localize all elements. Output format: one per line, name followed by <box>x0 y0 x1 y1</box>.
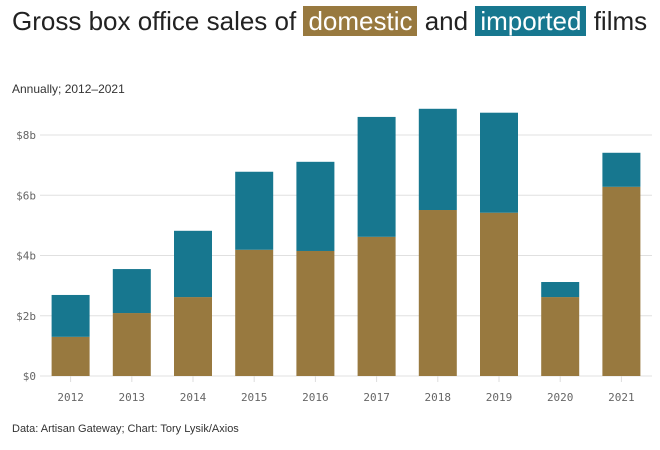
bar-imported-2015 <box>235 171 274 250</box>
x-tick-label: 2016 <box>302 391 329 404</box>
bar-domestic-2017 <box>357 236 396 376</box>
bar-imported-2012 <box>51 294 90 337</box>
y-tick-label: $4b <box>16 250 36 263</box>
bar-domestic-2015 <box>235 249 274 376</box>
bar-imported-2018 <box>418 108 457 211</box>
x-tick-label: 2015 <box>241 391 268 404</box>
legend-imported: imported <box>475 6 587 36</box>
y-tick-label: $8b <box>16 129 36 142</box>
title-text: films <box>586 6 648 36</box>
y-tick-label: $0 <box>23 370 36 383</box>
bar-imported-2021 <box>602 152 641 187</box>
bar-domestic-2012 <box>51 336 90 376</box>
x-tick-label: 2013 <box>119 391 146 404</box>
chart-subtitle: Annually; 2012–2021 <box>12 82 125 96</box>
x-tick-label: 2019 <box>486 391 513 404</box>
legend-domestic: domestic <box>303 6 418 36</box>
title-text: and <box>417 6 476 36</box>
bar-imported-2017 <box>357 116 396 237</box>
x-tick-label: 2017 <box>363 391 390 404</box>
bar-domestic-2013 <box>112 313 151 376</box>
title-text: Gross box office sales of <box>12 6 304 36</box>
chart-source: Data: Artisan Gateway; Chart: Tory Lysik… <box>12 423 239 435</box>
bar-imported-2020 <box>541 282 580 298</box>
bar-domestic-2018 <box>418 210 457 376</box>
bar-domestic-2016 <box>296 250 335 376</box>
chart-title: Gross box office sales of domestic and i… <box>12 4 652 38</box>
bar-imported-2016 <box>296 161 335 251</box>
x-tick-label: 2014 <box>180 391 207 404</box>
y-tick-label: $2b <box>16 310 36 323</box>
x-tick-label: 2012 <box>57 391 84 404</box>
bar-domestic-2021 <box>602 186 641 376</box>
x-tick-label: 2020 <box>547 391 574 404</box>
x-tick-label: 2021 <box>608 391 635 404</box>
x-tick-label: 2018 <box>425 391 452 404</box>
bar-domestic-2019 <box>480 212 518 376</box>
bar-domestic-2020 <box>541 297 580 376</box>
bar-domestic-2014 <box>174 297 212 376</box>
y-tick-label: $6b <box>16 189 36 202</box>
bar-imported-2019 <box>480 112 518 213</box>
bar-imported-2013 <box>112 269 151 314</box>
bar-imported-2014 <box>174 230 212 298</box>
